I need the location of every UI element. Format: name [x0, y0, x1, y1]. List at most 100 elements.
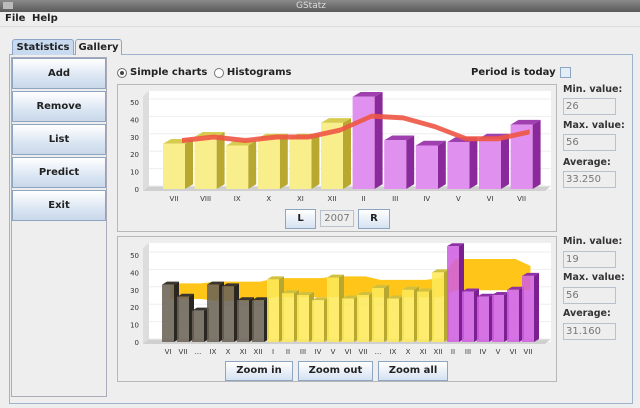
- max-value-field: 56: [563, 287, 616, 304]
- tab-statistics[interactable]: Statistics: [12, 39, 74, 55]
- bar-top: [312, 297, 329, 301]
- bar: [384, 140, 407, 189]
- title-bar: GStatz: [0, 0, 640, 12]
- bar-top: [252, 297, 269, 301]
- radio-unselected-icon: [213, 67, 224, 78]
- bar-top: [507, 286, 524, 290]
- bar: [522, 275, 534, 342]
- bar: [207, 284, 219, 342]
- menu-file[interactable]: File: [5, 13, 26, 24]
- bar: [289, 138, 312, 189]
- zoom-all-button[interactable]: Zoom all: [378, 361, 448, 381]
- predict-button[interactable]: Predict: [12, 157, 106, 188]
- x-tick-label: V: [496, 348, 501, 356]
- bar: [357, 295, 369, 342]
- add-button[interactable]: Add: [12, 58, 106, 89]
- bar-top: [432, 269, 449, 273]
- bar-top: [384, 135, 415, 141]
- bar: [477, 296, 489, 342]
- previous-year-button[interactable]: L: [285, 209, 316, 229]
- bar-top: [462, 288, 479, 292]
- x-tick-label: VII: [359, 348, 368, 356]
- bar-top: [352, 91, 383, 97]
- bar-top: [492, 292, 509, 296]
- remove-button[interactable]: Remove: [12, 91, 106, 122]
- x-tick-label: VI: [165, 348, 172, 356]
- bar-top: [522, 272, 539, 276]
- bar: [194, 136, 217, 189]
- y-tick-label: 20: [130, 151, 139, 159]
- x-tick-label: X: [266, 195, 271, 203]
- y-tick-label: 30: [130, 134, 139, 142]
- period-is-today-checkbox[interactable]: Period is today: [471, 67, 571, 78]
- x-tick-label: XII: [254, 348, 263, 356]
- bar-side: [469, 137, 478, 189]
- x-tick-label: IV: [315, 348, 322, 356]
- bar-top: [417, 288, 434, 292]
- bar: [163, 143, 185, 189]
- average-field: 31.160: [563, 323, 616, 340]
- x-tick-label: VII: [179, 348, 188, 356]
- bar-top: [477, 293, 494, 297]
- x-tick-label: I: [272, 348, 274, 356]
- bar-top: [402, 286, 419, 290]
- x-tick-label: II: [451, 348, 455, 356]
- bar-top: [415, 140, 446, 146]
- bar: [415, 145, 438, 189]
- year-field[interactable]: 2007: [320, 210, 354, 227]
- bar: [177, 296, 189, 342]
- tab-gallery[interactable]: Gallery: [75, 39, 122, 55]
- bar-side: [534, 272, 539, 342]
- bar: [297, 295, 309, 342]
- average-field: 33.250: [563, 171, 616, 188]
- bar-top: [177, 293, 194, 297]
- y-wall: [143, 243, 149, 344]
- bar: [267, 279, 279, 342]
- bar-side: [406, 135, 415, 189]
- min-value-label: Min. value:: [563, 236, 623, 247]
- zoom-out-button[interactable]: Zoom out: [298, 361, 373, 381]
- exit-button[interactable]: Exit: [12, 190, 106, 221]
- bar-top: [510, 119, 541, 125]
- x-tick-label: XI: [297, 195, 304, 203]
- simple-charts-radio[interactable]: Simple charts: [117, 67, 207, 78]
- zoom-in-button[interactable]: Zoom in: [225, 361, 293, 381]
- x-tick-label: III: [392, 195, 398, 203]
- bar-top: [357, 292, 374, 296]
- x-tick-label: VII: [524, 348, 533, 356]
- min-value-field: 19: [563, 251, 616, 268]
- average-label: Average:: [563, 157, 611, 168]
- x-tick-label: XI: [240, 348, 247, 356]
- y-tick-label: 30: [130, 287, 139, 295]
- menu-bar: File Help: [0, 12, 640, 27]
- bar: [321, 122, 343, 189]
- menu-help[interactable]: Help: [32, 13, 58, 24]
- average-label: Average:: [563, 308, 611, 319]
- y-tick-label: 50: [130, 99, 139, 107]
- bar-top: [321, 118, 351, 123]
- x-tick-label: VI: [510, 348, 517, 356]
- bar-top: [192, 307, 209, 311]
- x-tick-label: II: [286, 348, 290, 356]
- bar-side: [248, 140, 257, 189]
- x-tick-label: III: [300, 348, 306, 356]
- max-value-field: 56: [563, 134, 616, 151]
- y-tick-label: 20: [130, 304, 139, 312]
- x-tick-label: XI: [420, 348, 427, 356]
- bar-top: [387, 295, 404, 299]
- next-year-button[interactable]: R: [358, 209, 390, 229]
- simple-charts-label: Simple charts: [130, 67, 208, 78]
- window-menu-icon[interactable]: [3, 2, 13, 9]
- bar-top: [342, 295, 359, 299]
- bar: [402, 289, 414, 342]
- trend-line: [182, 113, 530, 144]
- bar: [237, 300, 249, 342]
- y-tick-label: 10: [130, 169, 139, 177]
- list-button[interactable]: List: [12, 124, 106, 155]
- x-tick-label: VIII: [200, 195, 211, 203]
- histograms-radio[interactable]: Histograms: [213, 67, 291, 78]
- bar: [387, 298, 399, 342]
- y-tick-label: 10: [130, 322, 139, 330]
- x-tick-label: VII: [170, 195, 179, 203]
